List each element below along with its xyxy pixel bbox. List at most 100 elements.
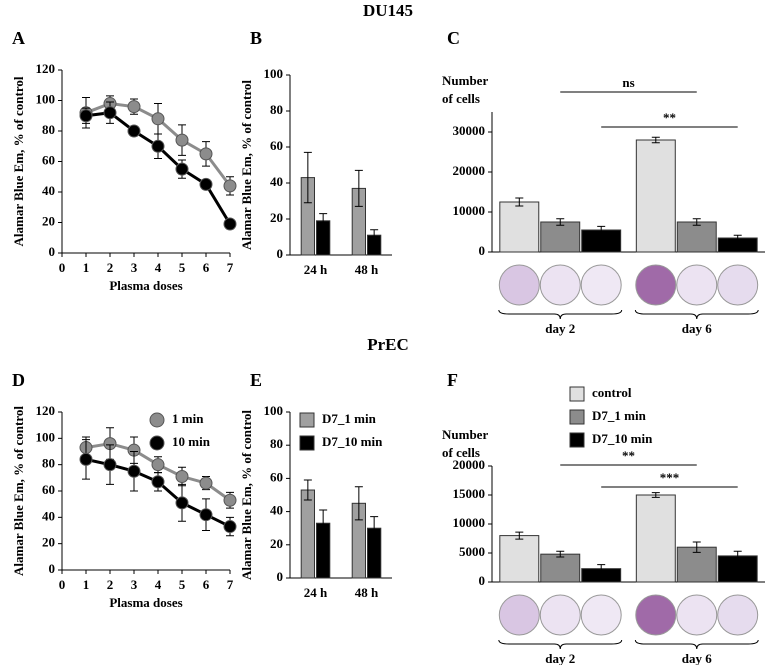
dish-image (580, 264, 622, 306)
legend-label: 1 min (172, 411, 204, 426)
x-tick-label: 2 (107, 577, 114, 592)
y-tick-label: 100 (264, 403, 284, 418)
dish-image (717, 594, 759, 636)
dish-image (676, 264, 718, 306)
x-tick-label: day 6 (682, 321, 712, 336)
dish-image (580, 594, 622, 636)
x-tick-label: day 2 (545, 651, 575, 665)
x-tick-label: day 2 (545, 321, 575, 336)
y-tick-label: 100 (264, 66, 284, 81)
x-tick-label: 0 (59, 577, 66, 592)
y-tick-label: 60 (270, 138, 283, 153)
dish-image (539, 264, 581, 306)
annotation: ns (622, 75, 634, 90)
point (79, 109, 93, 123)
y-tick-label: 0 (277, 569, 284, 584)
x-axis-label: Plasma doses (109, 278, 182, 293)
bar (499, 535, 540, 583)
y-tick-label: 5000 (459, 544, 485, 559)
y-tick-label: 15000 (453, 486, 486, 501)
brace (498, 639, 623, 650)
dish-image (539, 594, 581, 636)
x-tick-label: 0 (59, 260, 66, 275)
panel-label: B (250, 28, 262, 48)
legend-swatch (569, 409, 585, 425)
x-tick-label: day 6 (682, 651, 712, 665)
point (103, 458, 117, 472)
y-tick-label: 0 (49, 561, 56, 576)
y-tick-label: 80 (42, 122, 55, 137)
y-tick-label: 100 (36, 429, 56, 444)
point (79, 452, 93, 466)
y-tick-label: 120 (36, 61, 56, 76)
y-tick-label: 80 (270, 102, 283, 117)
legend-label: control (592, 385, 632, 400)
y-tick-label: 80 (42, 456, 55, 471)
y-axis-label: Alamar Blue Em, % of control (239, 410, 254, 580)
error-bar (370, 516, 379, 541)
legend-swatch (149, 412, 165, 428)
panel-label: C (447, 28, 460, 48)
y-tick-label: 80 (270, 436, 283, 451)
error-bar (651, 136, 660, 144)
legend-swatch (569, 386, 585, 402)
error-bar (319, 509, 328, 537)
y-axis-label: Alamar Blue Em, % of control (11, 76, 26, 246)
point (127, 100, 141, 114)
error-bar (556, 218, 565, 226)
x-tick-label: 2 (107, 260, 114, 275)
panel-label: F (447, 370, 458, 390)
y-tick-label: 20000 (453, 457, 486, 472)
x-tick-label: 48 h (355, 262, 379, 277)
error-bar (597, 225, 606, 235)
y-tick-label: 60 (42, 482, 55, 497)
panel-label: E (250, 370, 262, 390)
y-tick-label: 40 (42, 508, 55, 523)
annotation: ** (622, 448, 635, 463)
point (175, 162, 189, 176)
error-bar (515, 531, 524, 540)
y-tick-label: 0 (479, 243, 486, 258)
y-tick-label: 20 (270, 210, 283, 225)
point (199, 476, 213, 490)
legend-label: D7_10 min (592, 431, 653, 446)
legend-swatch (569, 432, 585, 448)
y-axis-label: Number (442, 73, 488, 88)
y-tick-label: 100 (36, 91, 56, 106)
annotation: *** (660, 470, 680, 485)
point (151, 112, 165, 126)
dish-image (676, 594, 718, 636)
y-tick-label: 20 (42, 213, 55, 228)
brace (634, 639, 759, 650)
x-tick-label: 3 (131, 260, 138, 275)
x-tick-label: 1 (83, 260, 90, 275)
section-heading: DU145 (363, 1, 413, 20)
dish-image (635, 594, 677, 636)
error-bar (556, 550, 565, 558)
point (151, 475, 165, 489)
dish-image (717, 264, 759, 306)
point (175, 133, 189, 147)
x-tick-label: 4 (155, 577, 162, 592)
bar (635, 494, 676, 583)
y-tick-label: 10000 (453, 203, 486, 218)
point (199, 508, 213, 522)
annotation: ** (663, 110, 676, 125)
x-tick-label: 24 h (304, 262, 328, 277)
y-tick-label: 40 (42, 183, 55, 198)
error-bar (651, 492, 660, 498)
bar (635, 139, 676, 253)
error-bar (370, 229, 379, 242)
legend-swatch (299, 435, 315, 451)
bar (676, 546, 717, 583)
x-tick-label: 48 h (355, 585, 379, 600)
panel-label: A (12, 28, 25, 48)
bar (540, 221, 581, 253)
y-tick-label: 60 (270, 469, 283, 484)
point (151, 139, 165, 153)
x-tick-label: 4 (155, 260, 162, 275)
legend-label: 10 min (172, 434, 211, 449)
point (199, 147, 213, 161)
legend-label: D7_10 min (322, 434, 383, 449)
y-tick-label: 20 (42, 535, 55, 550)
